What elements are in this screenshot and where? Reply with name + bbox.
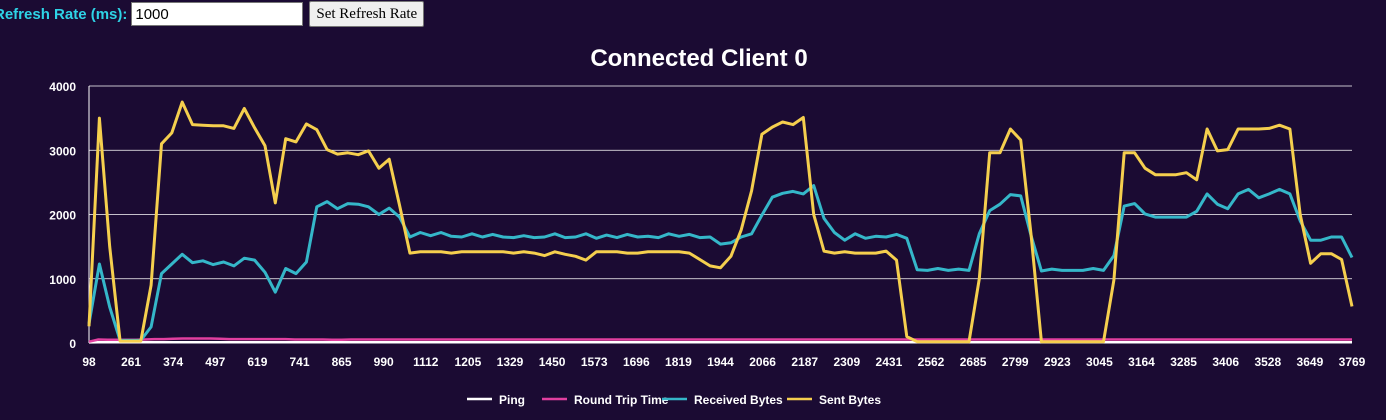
x-tick-label: 1205 (455, 355, 482, 369)
x-tick-label: 3769 (1339, 355, 1366, 369)
y-tick-label: 0 (69, 337, 76, 351)
x-tick-label: 865 (332, 355, 352, 369)
x-tick-label: 2431 (876, 355, 903, 369)
set-refresh-rate-button[interactable]: Set Refresh Rate (309, 1, 425, 27)
x-tick-label: 3528 (1254, 355, 1281, 369)
x-tick-label: 2562 (918, 355, 945, 369)
x-tick-label: 98 (82, 355, 96, 369)
x-tick-label: 990 (374, 355, 394, 369)
y-tick-label: 1000 (49, 273, 76, 287)
x-tick-label: 261 (121, 355, 141, 369)
x-tick-label: 3045 (1086, 355, 1113, 369)
x-tick-label: 3285 (1170, 355, 1197, 369)
legend: Ping Round Trip Time Received Bytes Sent By… (467, 393, 881, 407)
legend-label: Ping (499, 393, 525, 407)
grid-lines (89, 85, 1352, 344)
legend-item[interactable]: Round Trip Time (542, 393, 669, 407)
x-tick-label: 1696 (623, 355, 650, 369)
x-tick-label: 2187 (791, 355, 818, 369)
x-tick-label: 1944 (707, 355, 734, 369)
x-tick-label: 2309 (833, 355, 860, 369)
x-tick-label: 2799 (1002, 355, 1029, 369)
x-tick-label: 497 (205, 355, 225, 369)
series-line-received-bytes (87, 184, 1354, 342)
x-tick-label: 1573 (581, 355, 608, 369)
chart-title: Connected Client 0 (590, 45, 807, 72)
legend-label: Received Bytes (694, 393, 783, 407)
x-tick-label: 3649 (1297, 355, 1324, 369)
refresh-rate-input[interactable] (131, 2, 304, 26)
x-tick-label: 619 (247, 355, 267, 369)
y-tick-label: 3000 (49, 144, 76, 158)
legend-label: Round Trip Time (574, 393, 669, 407)
x-tick-label: 2066 (749, 355, 776, 369)
y-axis: 0 1000 2000 3000 4000 (49, 80, 90, 351)
x-axis: 98 261 374 497 619 741 865 990 1112 1205 1329 1450 1… (82, 355, 1365, 369)
x-tick-label: 741 (289, 355, 309, 369)
series-line-sent-bytes (87, 100, 1354, 344)
x-tick-label: 3406 (1212, 355, 1239, 369)
legend-item[interactable]: Received Bytes (662, 393, 783, 407)
legend-label: Sent Bytes (819, 393, 881, 407)
series-line-round-trip-time (88, 337, 1352, 343)
legend-item[interactable]: Sent Bytes (787, 393, 881, 407)
y-tick-label: 2000 (49, 209, 76, 223)
refresh-rate-label: Refresh Rate (ms): (0, 5, 128, 23)
x-tick-label: 2923 (1044, 355, 1071, 369)
x-tick-label: 1112 (413, 355, 439, 369)
x-tick-label: 1329 (497, 355, 524, 369)
x-tick-label: 1819 (665, 355, 692, 369)
x-tick-label: 374 (163, 355, 183, 369)
series-lines (87, 100, 1354, 344)
x-tick-label: 1450 (539, 355, 566, 369)
refresh-controls: Refresh Rate (ms): Set Refresh Rate (0, 0, 425, 28)
legend-item[interactable]: Ping (467, 393, 525, 407)
x-tick-label: 2685 (960, 355, 987, 369)
y-tick-label: 4000 (49, 80, 76, 94)
x-tick-label: 3164 (1128, 355, 1155, 369)
